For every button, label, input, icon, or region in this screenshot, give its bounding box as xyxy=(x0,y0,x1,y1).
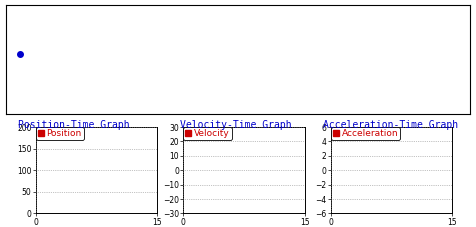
Legend: Position: Position xyxy=(36,127,84,140)
Text: Velocity-Time Graph: Velocity-Time Graph xyxy=(180,120,291,130)
Legend: Velocity: Velocity xyxy=(183,127,232,140)
Text: Position-Time Graph: Position-Time Graph xyxy=(18,120,129,130)
Text: Acceleration-Time Graph: Acceleration-Time Graph xyxy=(323,120,458,130)
Legend: Acceleration: Acceleration xyxy=(331,127,400,140)
